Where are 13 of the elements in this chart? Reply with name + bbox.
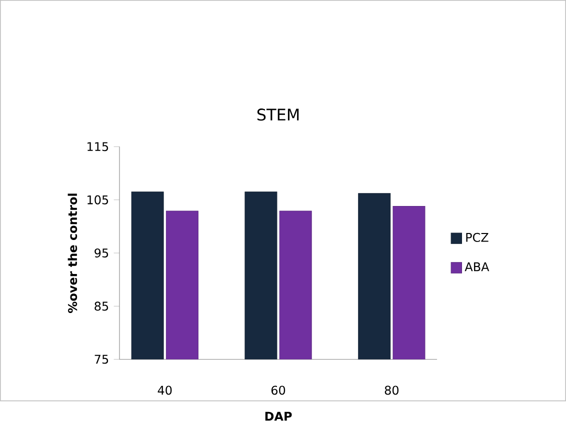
x-tick-label: 40 bbox=[158, 386, 172, 395]
legend-label: ABA bbox=[464, 262, 490, 272]
x-tick-label: 60 bbox=[271, 386, 286, 395]
y-tick-label: 75 bbox=[94, 354, 108, 364]
y-tick-label: 95 bbox=[94, 248, 108, 258]
x-axis-title: DAP bbox=[265, 412, 292, 421]
y-tick-label: 85 bbox=[94, 302, 108, 311]
x-tick-label: 80 bbox=[384, 386, 398, 395]
y-tick-label: 115 bbox=[88, 142, 108, 152]
chart-title: STEM bbox=[257, 108, 299, 121]
y-tick-label: 105 bbox=[88, 195, 108, 204]
y-axis-title: %over the control bbox=[68, 194, 78, 313]
legend-label: PCZ bbox=[466, 232, 488, 242]
